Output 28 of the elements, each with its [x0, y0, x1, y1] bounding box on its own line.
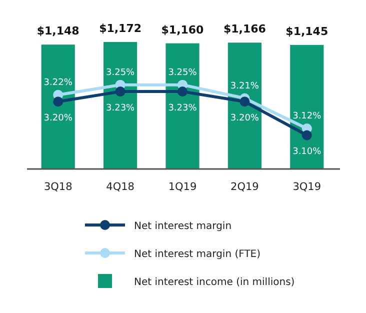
x-tick-label: 4Q18 [106, 181, 134, 193]
x-tick-label: 1Q19 [168, 181, 197, 193]
x-tick-label: 2Q19 [230, 181, 259, 193]
data-label: 3.10% [292, 147, 322, 158]
data-label: $1,148 [36, 24, 80, 38]
x-tick-label: 3Q19 [292, 181, 322, 193]
data-label: $1,145 [286, 24, 328, 38]
data-label: 3.21% [230, 81, 260, 92]
data-label: $1,160 [161, 23, 204, 36]
x-tick-label: 3Q18 [44, 181, 72, 193]
data-label: $1,172 [99, 22, 142, 35]
data-label: 3.23% [168, 104, 198, 114]
legend-label: Net interest income (in millions) [134, 277, 295, 288]
data-label: 3.20% [230, 114, 260, 124]
point [115, 86, 126, 97]
data-label: 3.20% [44, 114, 73, 124]
point [53, 96, 64, 107]
point [302, 130, 312, 140]
legend-label: Net interest margin (FTE) [134, 249, 261, 260]
data-label: 3.22% [44, 78, 73, 88]
data-label: $1,166 [223, 22, 266, 36]
data-label: 3.25% [106, 68, 136, 78]
data-label: 3.23% [106, 104, 136, 114]
data-label: 3.25% [168, 68, 198, 78]
point [240, 96, 250, 107]
data-label: 3.12% [292, 112, 322, 122]
legend-label: Net interest margin [134, 221, 232, 232]
point [178, 86, 188, 97]
